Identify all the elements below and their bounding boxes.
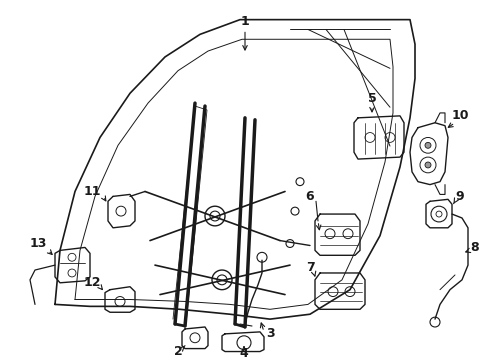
Circle shape: [425, 162, 431, 168]
Text: 7: 7: [306, 261, 315, 274]
Text: 4: 4: [240, 347, 248, 360]
Text: 9: 9: [456, 190, 465, 203]
Circle shape: [205, 206, 225, 226]
Text: 10: 10: [451, 109, 469, 122]
Text: 12: 12: [83, 276, 101, 289]
Circle shape: [425, 143, 431, 148]
Circle shape: [212, 270, 232, 290]
Text: 3: 3: [266, 327, 274, 340]
Text: 13: 13: [29, 237, 47, 250]
Text: 2: 2: [173, 345, 182, 358]
Text: 8: 8: [471, 241, 479, 254]
Text: 5: 5: [368, 92, 376, 105]
Text: 1: 1: [241, 15, 249, 28]
Text: 6: 6: [306, 190, 314, 203]
Text: 11: 11: [83, 185, 101, 198]
